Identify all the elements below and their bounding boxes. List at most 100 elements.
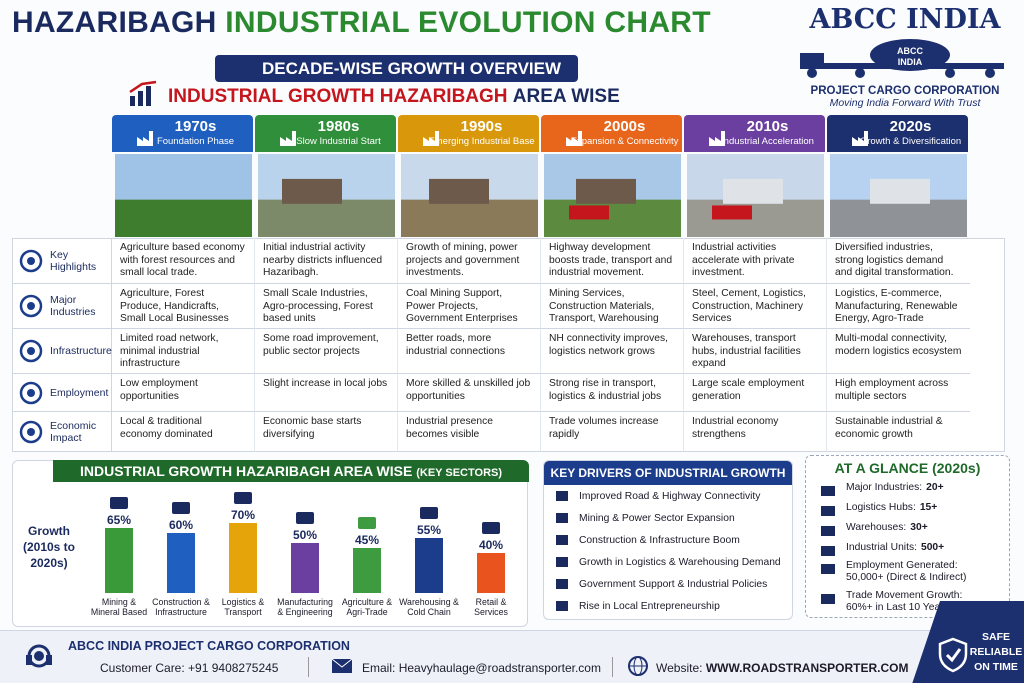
icon-shape: [821, 564, 835, 574]
driver-text: Growth in Logistics & Warehousing Demand: [579, 556, 781, 568]
driver-text: Mining & Power Sector Expansion: [579, 512, 735, 524]
category-label: Retail & Services: [474, 597, 508, 617]
icon-shape: [821, 486, 835, 496]
ground: [830, 199, 967, 237]
value-label: 40%: [478, 538, 504, 552]
icon-shape: [556, 513, 568, 523]
decade-tab: 1970s Foundation Phase: [112, 115, 253, 152]
truck-icon: [800, 39, 1004, 78]
cell: Local & traditional economy dominated: [112, 412, 255, 452]
factory-shape: [423, 131, 439, 146]
decade-photo: [401, 154, 538, 237]
category-label: Mining & Mineral Based: [90, 597, 148, 617]
cell: Better roads, more industrial connection…: [398, 329, 541, 374]
care-number: +91 9408275245: [188, 661, 279, 675]
factory-shape: [852, 131, 868, 146]
building: [429, 178, 489, 204]
decade-tab: 2020s Growth & Diversification: [827, 115, 968, 152]
icon-shape: [556, 579, 568, 589]
icon-dot: [27, 388, 35, 397]
icon-shape: [296, 512, 314, 524]
truck: [569, 205, 609, 220]
glance-label: Major Industries:: [846, 482, 923, 493]
decade-phase: Growth & Diversification: [859, 136, 962, 147]
badge-line: ON TIME: [974, 661, 1018, 673]
cell: Coal Mining Support, Power Projects, Gov…: [398, 284, 541, 329]
decade-icon: [709, 131, 725, 146]
badge-line: SAFE: [981, 631, 1010, 643]
decade-year: 1980s: [317, 118, 360, 135]
driver-item: Growth in Logistics & Warehousing Demand: [554, 555, 781, 569]
ground: [401, 199, 538, 237]
glance-panel: AT A GLANCE (2020s) Major Industries: 20+…: [805, 455, 1010, 618]
bar: [105, 528, 133, 593]
decade-photo: [687, 154, 824, 237]
decade-phase: Slow Industrial Start: [296, 136, 381, 147]
icon-shape: [420, 507, 438, 519]
email: Heavyhaulage@roadstransporter.com: [398, 661, 601, 675]
icon-circle: [19, 420, 43, 443]
icon-shape: [556, 557, 568, 567]
truck: [712, 205, 752, 220]
glance-label: Logistics Hubs:: [846, 502, 916, 513]
decade-year: 1990s: [460, 118, 503, 135]
cell: Small Scale Industries, Agro-processing,…: [255, 284, 398, 329]
glance-icon: [821, 546, 835, 556]
value-label: 65%: [106, 513, 132, 527]
driver-item: Construction & Infrastructure Boom: [554, 533, 740, 547]
glance-value: 50,000+ (Direct & Indirect): [846, 572, 967, 583]
factory-shape: [709, 131, 725, 146]
email-label: Email:: [362, 661, 396, 675]
decade-icon: [423, 131, 439, 146]
glance-icon: [821, 526, 835, 536]
driver-icon: [556, 557, 568, 567]
sectors-panel: INDUSTRIAL GROWTH HAZARIBAGH AREA WISE (…: [12, 460, 529, 627]
globe-icon: [628, 656, 648, 676]
row-label: Economic Impact: [50, 419, 97, 444]
icon-shape: [172, 502, 190, 514]
cell: Economic base starts diversifying: [255, 412, 398, 452]
decade-phase: Expansion & Connectivity: [570, 136, 679, 147]
cell: Trade volumes increase rapidly: [541, 412, 684, 452]
decade-icon: [137, 131, 153, 146]
category-label: Agriculture & Agri-Trade: [341, 597, 393, 617]
icon-circle: [19, 249, 43, 272]
cell: Slight increase in local jobs: [255, 374, 398, 412]
logo: ABCC INDIA ABCC INDIA PROJECT CARGO CORP…: [800, 4, 1010, 114]
glance-icon: [821, 486, 835, 496]
glance-label: Employment Generated:: [846, 560, 958, 571]
cell: Industrial presence becomes visible: [398, 412, 541, 452]
decade-year: 2020s: [889, 118, 932, 135]
glance-icon: [821, 594, 835, 604]
row-icon: [19, 294, 43, 318]
value-label: 55%: [416, 523, 442, 537]
title: HAZARIBAGH INDUSTRIAL EVOLUTION CHART: [12, 6, 711, 40]
website: WWW.ROADSTRANSPORTER.COM: [705, 661, 909, 675]
sector-icon: [420, 507, 438, 519]
footer-email: Email: Heavyhaulage@roadstransporter.com: [362, 661, 601, 675]
sector-icon: [296, 512, 314, 524]
row-label-cell: Economic Impact: [12, 412, 112, 452]
evolution-table: 1970s Foundation Phase 1980s Slow Industria…: [12, 115, 1005, 452]
cell: High employment across multiple sectors: [827, 374, 970, 412]
glance-icon: [821, 506, 835, 516]
cell: Agriculture, Forest Produce, Handicrafts…: [112, 284, 255, 329]
factory-shape: [137, 131, 153, 146]
logo-company: PROJECT CARGO CORPORATION: [810, 85, 1000, 97]
title-part: HAZARIBAGH: [12, 6, 217, 39]
decade-photo: [544, 154, 681, 237]
bar: [291, 543, 319, 593]
glance-item: Employment Generated: 50,000+ (Direct & I…: [820, 560, 1005, 584]
glance-value: 500+: [920, 542, 945, 553]
icon-shape: [556, 491, 568, 501]
building: [870, 178, 930, 204]
row-label-cell: Key Highlights: [12, 238, 112, 284]
care-label: Customer Care:: [100, 661, 185, 675]
category-label: Manufacturing & Engineering: [277, 597, 333, 617]
glance-item: Industrial Units: 500+: [820, 542, 1005, 556]
glance-value: 60%+ in Last 10 Years: [846, 602, 949, 613]
footer: ABCC INDIA PROJECT CARGO CORPORATION Cus…: [0, 601, 1024, 683]
cell: Industrial activities accelerate with pr…: [684, 238, 827, 284]
cell: Steel, Cement, Logistics, Construction, …: [684, 284, 827, 329]
